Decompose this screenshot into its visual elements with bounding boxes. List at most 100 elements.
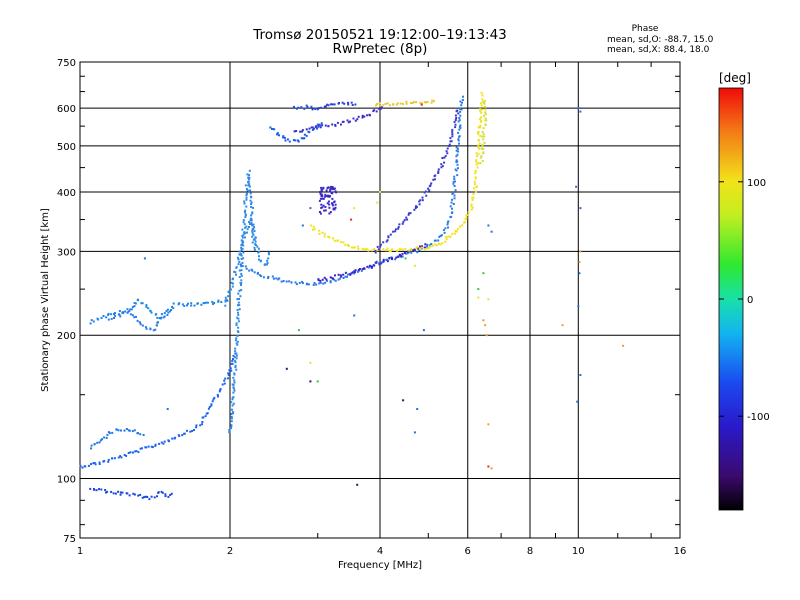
data-point bbox=[309, 361, 312, 364]
data-point bbox=[292, 139, 295, 142]
data-point bbox=[453, 185, 456, 187]
data-point bbox=[447, 220, 450, 223]
data-point bbox=[411, 102, 414, 104]
data-point bbox=[200, 303, 203, 306]
data-point bbox=[106, 490, 109, 493]
data-point bbox=[153, 496, 156, 499]
data-point bbox=[252, 233, 255, 236]
data-point bbox=[384, 102, 387, 105]
data-point bbox=[139, 493, 142, 496]
data-point bbox=[461, 101, 463, 104]
data-point bbox=[329, 276, 332, 279]
data-point bbox=[102, 315, 105, 317]
data-point bbox=[112, 492, 115, 495]
data-point bbox=[248, 169, 251, 172]
data-point bbox=[391, 258, 394, 261]
data-point bbox=[444, 155, 447, 158]
data-point bbox=[352, 246, 355, 249]
data-point bbox=[459, 114, 462, 117]
data-point bbox=[141, 324, 144, 327]
data-point bbox=[407, 213, 410, 216]
data-point bbox=[117, 490, 120, 493]
data-point bbox=[143, 257, 146, 260]
data-point bbox=[154, 444, 157, 447]
data-point bbox=[312, 284, 315, 286]
data-point bbox=[93, 462, 96, 464]
data-point bbox=[353, 271, 356, 274]
data-point bbox=[459, 110, 462, 113]
data-point bbox=[422, 329, 425, 332]
data-point bbox=[233, 270, 236, 273]
data-point bbox=[577, 107, 580, 110]
data-point bbox=[234, 350, 237, 353]
data-point bbox=[475, 185, 478, 188]
data-point bbox=[451, 211, 454, 214]
data-point bbox=[477, 144, 480, 147]
data-point bbox=[480, 155, 483, 157]
data-point bbox=[351, 104, 354, 106]
data-point bbox=[322, 197, 325, 200]
data-point bbox=[430, 101, 433, 104]
data-point bbox=[297, 140, 300, 143]
data-point bbox=[282, 135, 285, 138]
data-point bbox=[133, 429, 136, 432]
data-point bbox=[480, 111, 483, 114]
data-point bbox=[247, 176, 250, 179]
data-point bbox=[320, 203, 323, 206]
data-point bbox=[377, 248, 380, 251]
data-point bbox=[470, 203, 473, 206]
data-point bbox=[94, 463, 97, 466]
data-point bbox=[385, 240, 388, 243]
data-point bbox=[143, 496, 146, 499]
data-point bbox=[288, 140, 291, 143]
data-point bbox=[133, 302, 136, 304]
data-point bbox=[251, 224, 254, 227]
data-point bbox=[235, 273, 237, 276]
data-point bbox=[576, 400, 579, 403]
data-point bbox=[442, 229, 445, 232]
data-point bbox=[326, 202, 329, 205]
data-point bbox=[471, 206, 474, 209]
y-tick-label: 500 bbox=[57, 142, 76, 153]
colorbar-tick-label: 0 bbox=[747, 295, 753, 306]
data-point bbox=[402, 102, 404, 105]
data-point bbox=[430, 243, 433, 245]
data-point bbox=[235, 342, 238, 345]
data-point bbox=[232, 354, 235, 357]
data-point bbox=[350, 101, 353, 104]
data-point bbox=[475, 159, 478, 162]
data-point bbox=[446, 147, 449, 150]
data-point bbox=[103, 436, 106, 439]
data-point bbox=[232, 358, 234, 360]
data-point bbox=[256, 245, 259, 248]
data-point bbox=[244, 232, 246, 235]
data-point bbox=[456, 163, 459, 166]
data-point bbox=[186, 429, 188, 432]
data-point bbox=[135, 450, 138, 453]
data-point bbox=[249, 219, 252, 222]
data-point bbox=[417, 247, 419, 250]
data-point bbox=[326, 279, 328, 282]
data-point bbox=[276, 132, 279, 135]
data-point bbox=[477, 126, 480, 129]
data-point bbox=[171, 437, 174, 440]
data-point bbox=[472, 196, 475, 199]
data-point bbox=[471, 199, 474, 201]
data-point bbox=[481, 131, 484, 133]
data-point bbox=[454, 126, 457, 129]
data-point bbox=[196, 302, 199, 305]
data-point bbox=[340, 123, 342, 126]
data-point bbox=[312, 225, 315, 228]
data-point bbox=[150, 311, 153, 314]
data-point bbox=[333, 208, 336, 211]
data-point bbox=[305, 104, 308, 107]
data-point bbox=[267, 275, 270, 278]
data-point bbox=[329, 187, 332, 190]
data-point bbox=[483, 135, 486, 138]
data-point bbox=[115, 428, 118, 431]
y-tick-label: 300 bbox=[57, 247, 76, 258]
data-point bbox=[361, 114, 364, 117]
data-point bbox=[379, 245, 382, 248]
data-point bbox=[233, 381, 236, 384]
data-point bbox=[257, 271, 259, 274]
